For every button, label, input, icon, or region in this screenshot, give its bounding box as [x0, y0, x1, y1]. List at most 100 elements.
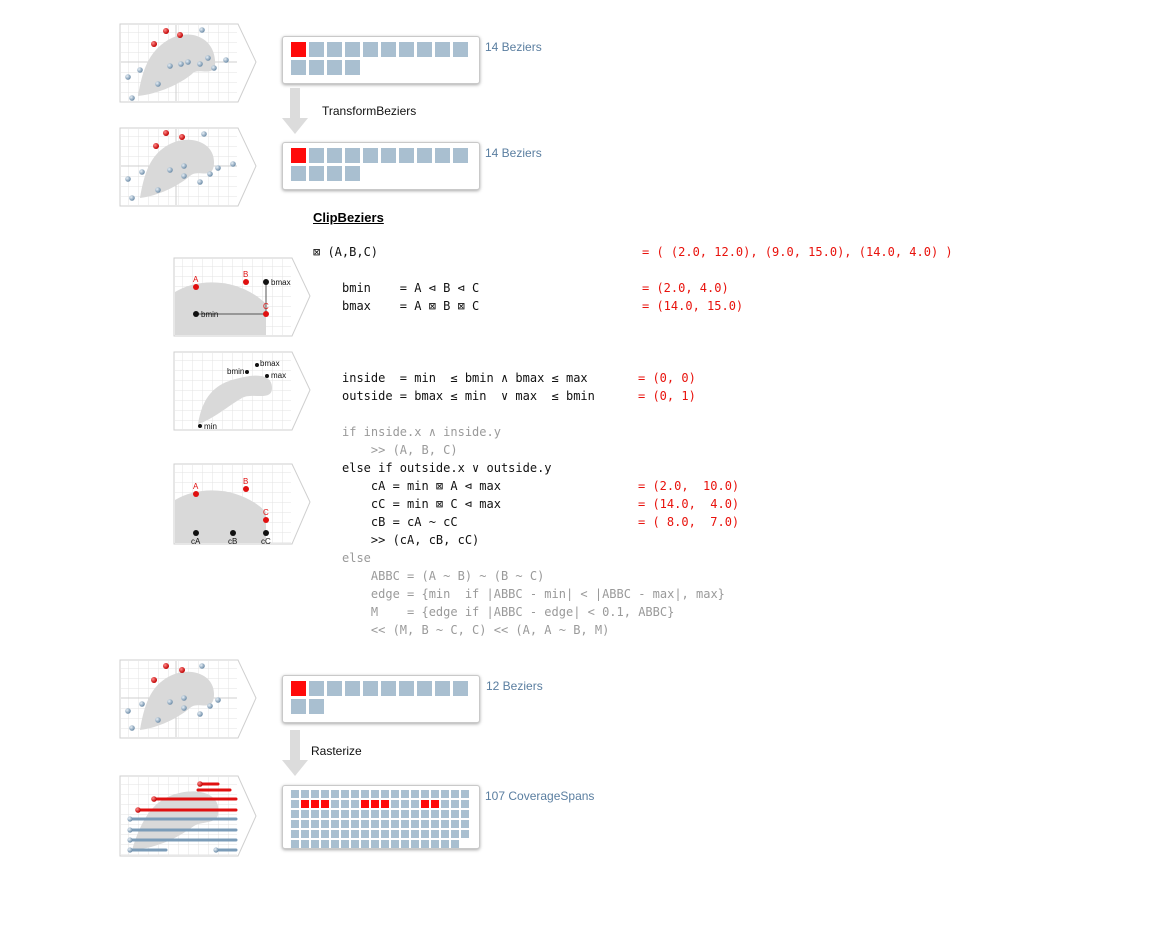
label-bmin: bmin [201, 310, 218, 319]
cell [431, 810, 439, 818]
cell [351, 820, 359, 828]
cell [461, 800, 469, 808]
cell [453, 148, 468, 163]
code-line-10: cC = min ⊠ C ⊲ max [342, 497, 501, 511]
cell [311, 810, 319, 818]
cell [341, 790, 349, 798]
cell [345, 42, 360, 57]
code-value-3: = (14.0, 15.0) [642, 299, 744, 313]
code-line-2: bmin = A ⊲ B ⊲ C [342, 281, 480, 295]
cell [371, 810, 379, 818]
cell [431, 840, 439, 848]
label-c-3: C [263, 508, 269, 517]
cell [301, 790, 309, 798]
cell [401, 820, 409, 828]
cell [451, 820, 459, 828]
cell [321, 830, 329, 838]
clip-section-title: ClipBeziers [313, 210, 384, 225]
active-cell [291, 42, 306, 57]
cell [371, 820, 379, 828]
cell [399, 42, 414, 57]
cell [461, 810, 469, 818]
bezier-list-card-1 [282, 36, 480, 84]
cell [431, 820, 439, 828]
active-cell [291, 681, 306, 696]
cell [311, 840, 319, 848]
code-line-8: else if outside.x ∨ outside.y [342, 461, 552, 475]
cell [391, 790, 399, 798]
cell [411, 790, 419, 798]
bezier-count-2: 14 Beziers [485, 146, 542, 160]
cell [451, 840, 459, 848]
cell [331, 840, 339, 848]
cell [301, 830, 309, 838]
cell [401, 800, 409, 808]
label-cc: cC [261, 537, 271, 546]
step-label-transform: TransformBeziers [322, 104, 417, 118]
code-line-6: if inside.x ∧ inside.y [342, 425, 501, 439]
cell [345, 166, 360, 181]
active-cell [421, 800, 429, 808]
cell [421, 840, 429, 848]
cell [417, 681, 432, 696]
cell [451, 790, 459, 798]
cell [309, 166, 324, 181]
cell [351, 790, 359, 798]
cell [371, 790, 379, 798]
cell [411, 830, 419, 838]
cell [351, 800, 359, 808]
label-bmin-2: bmin [227, 367, 244, 376]
cell [321, 810, 329, 818]
cell [401, 810, 409, 818]
cell [291, 820, 299, 828]
cell [321, 820, 329, 828]
cell [451, 830, 459, 838]
cell [381, 840, 389, 848]
cell [461, 790, 469, 798]
bezier-count-1: 14 Beziers [485, 40, 542, 54]
cell [341, 810, 349, 818]
cell [391, 800, 399, 808]
cell [453, 681, 468, 696]
cell [401, 840, 409, 848]
cell [435, 42, 450, 57]
cell [311, 820, 319, 828]
code-value-2: = (2.0, 4.0) [642, 281, 729, 295]
cell [327, 681, 342, 696]
down-arrow-icon [282, 88, 308, 141]
coverage-thumbnail [118, 774, 260, 860]
cell [435, 148, 450, 163]
cell [341, 820, 349, 828]
cell [451, 800, 459, 808]
code-value-10: = (14.0, 4.0) [638, 497, 740, 511]
cell [291, 790, 299, 798]
cell [441, 800, 449, 808]
code-value-11: = ( 8.0, 7.0) [638, 515, 740, 529]
label-cb: cB [228, 537, 237, 546]
cell [431, 830, 439, 838]
cell [401, 790, 409, 798]
coverage-span-count: 107 CoverageSpans [485, 789, 595, 803]
cell [309, 42, 324, 57]
cell [291, 810, 299, 818]
cell [351, 830, 359, 838]
cell [363, 681, 378, 696]
cell [411, 800, 419, 808]
cell [321, 790, 329, 798]
code-line-11: cB = cA ~ cC [342, 515, 458, 529]
cell [361, 810, 369, 818]
cell [391, 820, 399, 828]
code-line-15: edge = {min if |ABBC - min| < |ABBC - ma… [342, 587, 725, 601]
cell [371, 840, 379, 848]
bezier-list-card-3 [282, 675, 480, 723]
cell [331, 810, 339, 818]
cell [341, 840, 349, 848]
bezier-thumbnail-2 [118, 126, 260, 210]
label-max: max [271, 371, 286, 380]
code-line-1: ⊠ (A,B,C) [313, 245, 379, 259]
clip-thumbnail-bounds: A B C bmax bmin [172, 256, 314, 340]
cell [327, 60, 342, 75]
active-cell [431, 800, 439, 808]
code-line-9: cA = min ⊠ A ⊲ max [342, 479, 501, 493]
label-min: min [204, 422, 217, 431]
